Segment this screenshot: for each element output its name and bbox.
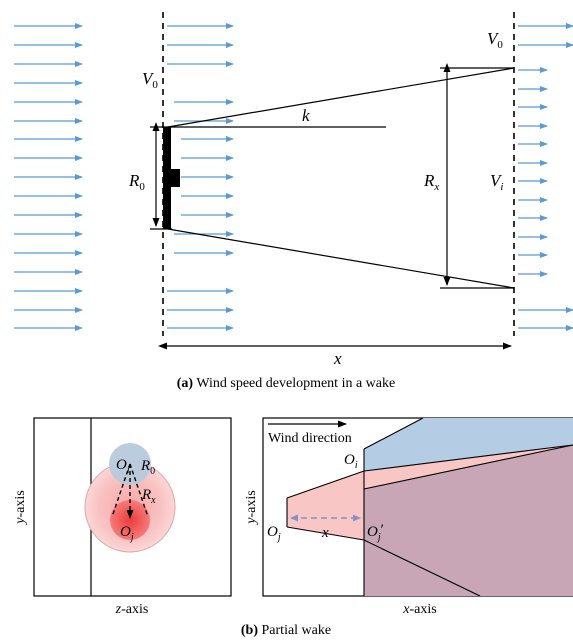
x-offset-label: x bbox=[321, 525, 329, 541]
panel-a: V0 V0 R0 k Rx Vi x (a) Wind speed develo… bbox=[14, 12, 573, 391]
x-axis-label: x-axis bbox=[402, 602, 436, 617]
vi-label: Vi bbox=[490, 171, 503, 193]
rx-label: Rx bbox=[423, 171, 439, 193]
wake-top-edge bbox=[363, 417, 424, 450]
wake-core-circle bbox=[110, 500, 150, 540]
wake-lower-boundary bbox=[167, 228, 515, 289]
radius-dash-left bbox=[111, 463, 131, 518]
oj-prime-label: Oj′ bbox=[367, 522, 384, 543]
oi-side-label: Oi bbox=[344, 452, 358, 471]
panel-b-left-view: Oi R0 Rx Oj y-axis z-axis bbox=[13, 417, 232, 617]
turbine-rotor bbox=[163, 127, 171, 229]
rx-front-label: Rx bbox=[141, 487, 156, 506]
oj-side-label: Oj bbox=[267, 524, 281, 543]
overlap-region bbox=[364, 445, 573, 596]
caption-b: (b) Partial wake bbox=[241, 623, 331, 638]
r0-front-label: R0 bbox=[140, 458, 155, 477]
blue-wake-region bbox=[364, 418, 573, 471]
turbine-nacelle bbox=[171, 169, 180, 187]
overlap-top-edge bbox=[363, 444, 573, 490]
r0-label: R0 bbox=[128, 171, 145, 193]
k-label: k bbox=[302, 106, 310, 125]
caption-a: (a) Wind speed development in a wake bbox=[177, 376, 395, 391]
radius-dash-right bbox=[129, 463, 149, 518]
oi-front-label: Oi bbox=[116, 457, 130, 476]
v0-left-label: V0 bbox=[142, 69, 158, 91]
upstream-wake-bottom-edge bbox=[286, 526, 365, 541]
y-axis-label-right: y-axis bbox=[244, 490, 259, 525]
panel-b-right-view: Wind direction Oi Oj Oj′ x y-axis x-axis bbox=[244, 417, 573, 617]
v0-right-label: V0 bbox=[487, 29, 503, 51]
wind-arrows-rotor bbox=[167, 23, 234, 331]
wind-arrows-downstream bbox=[518, 23, 573, 331]
y-axis-label-left: y-axis bbox=[13, 490, 28, 525]
wind-arrows-upstream bbox=[14, 23, 83, 331]
rotor-wake-bottom-edge bbox=[363, 444, 573, 472]
front-view-frame bbox=[33, 417, 232, 597]
wake-upper-boundary bbox=[167, 67, 515, 128]
z-axis-label: z-axis bbox=[115, 602, 149, 617]
x-distance-label: x bbox=[333, 349, 342, 368]
oj-front-label: Oj bbox=[120, 524, 134, 543]
upstream-wake-top-edge bbox=[286, 470, 365, 499]
wake-bottom-edge bbox=[363, 539, 481, 597]
wind-direction-label: Wind direction bbox=[268, 431, 352, 446]
